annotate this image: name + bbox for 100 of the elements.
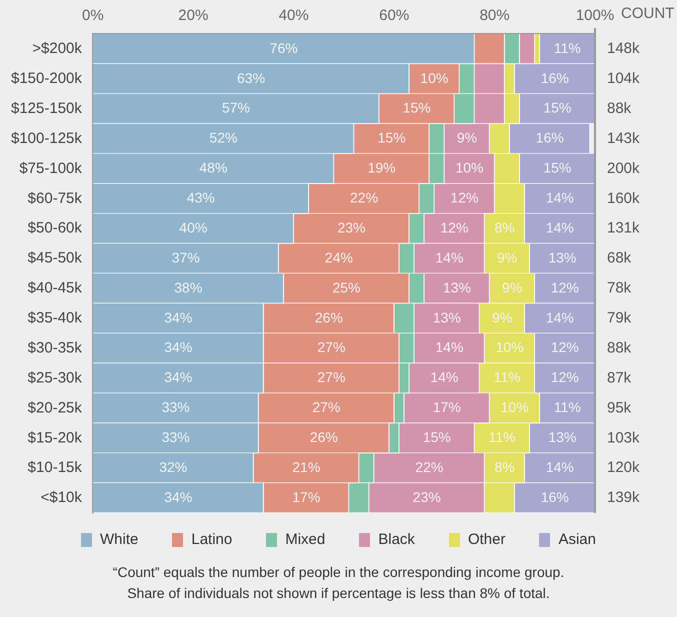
data-label: 9% [492,309,512,326]
data-label: 9% [456,130,478,146]
y2-axis-title: COUNT [621,5,674,22]
y-tick-label: $25-30k [28,369,82,386]
data-label: 13% [548,249,576,266]
data-label: 15% [543,100,572,116]
text: 68k [607,250,632,267]
text: 160k [607,190,640,207]
y-tick-label: $50-60k [28,220,82,237]
data-label: 63% [237,70,266,86]
data-label: 11% [554,399,581,416]
data-label: 14% [435,339,464,356]
text: 79k [607,310,632,327]
data-label: 12% [550,279,579,296]
y-tick-label: $125-150k [10,100,82,117]
data-label: 11% [494,369,521,386]
data-label: 14% [546,309,574,326]
data-label: 10% [500,399,529,416]
y-tick-label: $150-200k [10,70,82,88]
text: 148k [607,40,640,58]
y-tick-label: $60-75k [28,190,82,207]
data-label: 9% [502,279,522,296]
data-label: 15% [378,130,406,146]
x-tick-label: 100% [576,7,614,24]
data-label: 12% [550,369,579,386]
data-label: 15% [422,429,451,446]
data-label: 13% [548,429,576,446]
legend-label: Mixed [285,531,326,548]
data-label: 43% [186,190,215,206]
legend-label: Latino [191,531,232,548]
data-label: 17% [432,399,461,416]
data-label: 11% [488,429,516,446]
data-label: 23% [412,488,441,505]
y-tick-label: $20-25k [28,399,82,416]
data-label: 14% [430,369,458,386]
y-tick-label: $100-125k [10,130,82,147]
text: Share of individuals not shown if percentage is less than 8% of total. [126,584,551,603]
y-tick-label: $35-40k [28,310,82,327]
data-label: 12% [450,190,478,206]
text: 88k [607,339,632,356]
y-tick-label: $10-15k [28,459,82,476]
x-tick-label: 0% [82,7,104,24]
data-label: 14% [546,458,574,475]
text: 87k [607,369,632,386]
data-label: 48% [199,160,228,176]
legend-label: Asian [558,531,596,548]
data-label: 22% [415,458,444,475]
x-tick-label: 20% [178,7,208,24]
text: 143k [607,130,640,147]
text: 131k [607,220,640,237]
data-label: 16% [540,488,569,505]
data-label: 21% [292,458,320,475]
data-label: 34% [164,488,192,505]
data-label: 15% [402,100,431,116]
data-label: 32% [159,458,188,475]
data-label: 26% [310,429,338,446]
data-label: 76% [270,40,298,56]
data-label: 16% [540,70,569,86]
data-label: 37% [172,249,200,266]
data-label: 34% [164,339,192,356]
data-label: 19% [368,160,396,176]
data-label: 12% [550,339,579,356]
data-label: 10% [455,160,484,176]
data-label: 14% [546,190,574,206]
text: 200k [607,160,640,177]
y-tick-label: $15-20k [28,429,82,446]
legend-label: Black [378,531,415,548]
x-tick-label: 60% [379,7,410,24]
data-label: 52% [209,130,238,146]
text: 139k [607,489,640,506]
x-tick-label: 40% [278,7,309,24]
data-label: 33% [162,429,190,446]
legend-label: Other [468,531,506,548]
y-tick-label: <$10k [40,489,82,506]
text: 120k [607,459,640,476]
y-tick-label: $75-100k [19,160,82,177]
data-label: 10% [420,70,448,86]
data-label: 13% [432,309,461,326]
data-label: 9% [497,249,518,266]
data-label: 10% [496,339,524,356]
data-label: 11% [554,40,581,56]
data-label: 27% [317,339,346,356]
data-label: 8% [494,219,515,236]
data-label: 8% [494,458,515,475]
data-label: 40% [179,219,208,236]
text: 103k [607,429,640,446]
data-label: 12% [440,219,468,236]
data-label: 26% [314,309,343,326]
data-label: 14% [435,249,464,266]
text: 95k [607,399,632,416]
text: 78k [607,280,632,297]
data-label: 27% [317,369,346,386]
data-label: 13% [442,279,471,296]
data-label: 22% [350,190,378,206]
data-label: 25% [332,279,360,296]
data-label: 24% [324,249,353,266]
data-label: 34% [164,309,192,326]
text: “Count” equals the number of people in the corresponding income group. [112,563,566,582]
data-label: 15% [543,160,572,176]
y-tick-label: $40-45k [28,280,82,297]
